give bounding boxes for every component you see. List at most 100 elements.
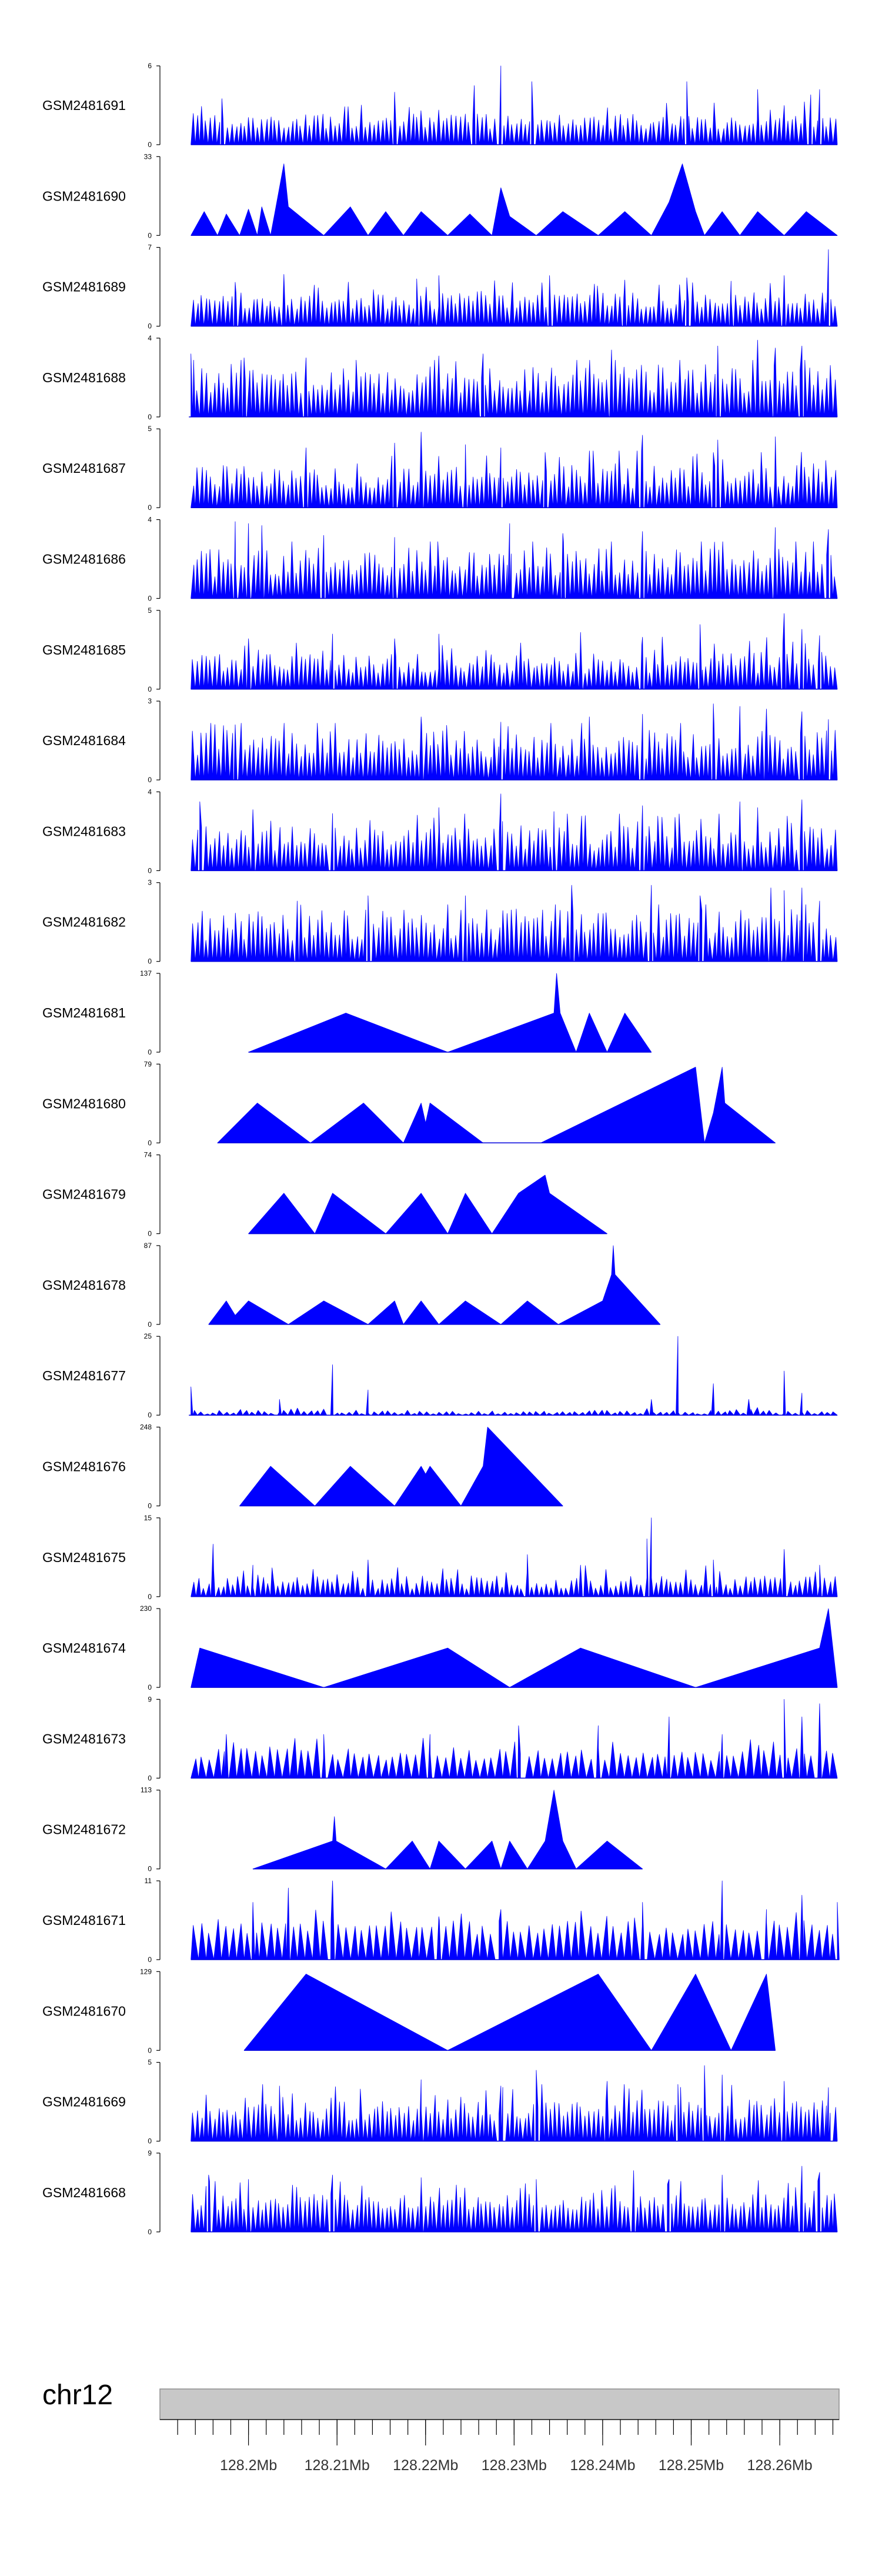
y-tick-min: 0 — [148, 1865, 152, 1873]
y-tick-min: 0 — [148, 1139, 152, 1147]
track: GSM2481691 6 0 — [42, 62, 838, 149]
y-tick-min: 0 — [148, 503, 152, 512]
y-tick-max: 9 — [148, 1695, 152, 1703]
y-tick-max: 87 — [144, 1242, 152, 1250]
track-label: GSM2481685 — [42, 642, 126, 658]
track: GSM2481672 113 0 — [42, 1786, 643, 1873]
y-tick-max: 3 — [148, 879, 152, 887]
track-label: GSM2481687 — [42, 461, 126, 476]
coverage-area — [191, 1699, 838, 1778]
track: GSM2481668 9 0 — [42, 2149, 838, 2236]
y-tick-min: 0 — [148, 1320, 152, 1329]
track-label: GSM2481686 — [42, 552, 126, 567]
y-tick-max: 129 — [140, 1967, 152, 1976]
x-tick-label: 128.2Mb — [220, 2457, 277, 2474]
coverage-area — [208, 1245, 661, 1325]
x-tick-label: 128.26Mb — [747, 2457, 813, 2474]
y-tick-min: 0 — [148, 2137, 152, 2145]
coverage-area — [189, 1336, 838, 1416]
track: GSM2481677 25 0 — [42, 1332, 838, 1419]
y-tick-min: 0 — [148, 1956, 152, 1964]
y-tick-max: 4 — [148, 334, 152, 342]
y-tick-max: 3 — [148, 697, 152, 705]
y-tick-max: 6 — [148, 62, 152, 70]
track: GSM2481684 3 0 — [42, 697, 838, 784]
y-tick-max: 4 — [148, 516, 152, 524]
track-label: GSM2481674 — [42, 1640, 126, 1656]
y-tick-max: 33 — [144, 152, 152, 161]
y-tick-max: 15 — [144, 1514, 152, 1522]
coverage-area — [191, 65, 838, 145]
y-tick-max: 7 — [148, 243, 152, 252]
track: GSM2481685 5 0 — [42, 606, 838, 693]
track: GSM2481669 5 0 — [42, 2058, 838, 2145]
y-tick-max: 79 — [144, 1060, 152, 1068]
coverage-area — [191, 163, 838, 236]
track: GSM2481678 87 0 — [42, 1242, 661, 1329]
y-tick-min: 0 — [148, 2228, 152, 2236]
track-label: GSM2481691 — [42, 98, 126, 113]
coverage-area — [189, 339, 838, 418]
coverage-area — [191, 2165, 838, 2233]
x-tick-label: 128.22Mb — [393, 2457, 458, 2474]
track: GSM2481687 5 0 — [42, 425, 838, 512]
coverage-area — [191, 1517, 838, 1597]
track: GSM2481680 79 0 — [42, 1060, 776, 1147]
x-tick-label: 128.23Mb — [482, 2457, 547, 2474]
y-tick-min: 0 — [148, 685, 152, 693]
y-tick-min: 0 — [148, 1411, 152, 1419]
coverage-area — [252, 1790, 643, 1870]
track-label: GSM2481688 — [42, 370, 126, 385]
track-label: GSM2481684 — [42, 733, 126, 748]
coverage-area — [248, 1174, 607, 1234]
y-tick-max: 113 — [141, 1786, 152, 1794]
coverage-area — [239, 1427, 563, 1506]
y-tick-min: 0 — [148, 231, 152, 239]
y-tick-max: 230 — [140, 1604, 152, 1613]
track-label: GSM2481676 — [42, 1459, 126, 1474]
track: GSM2481681 137 0 — [42, 969, 652, 1056]
coverage-area — [191, 885, 838, 962]
track-label: GSM2481669 — [42, 2094, 126, 2110]
track-label: GSM2481678 — [42, 1277, 126, 1293]
track-label: GSM2481680 — [42, 1096, 126, 1111]
track-label: GSM2481681 — [42, 1005, 126, 1020]
y-tick-max: 5 — [148, 606, 152, 615]
y-tick-min: 0 — [148, 1502, 152, 1510]
track: GSM2481683 4 0 — [42, 788, 838, 875]
coverage-area — [191, 2065, 838, 2141]
track-label: GSM2481682 — [42, 915, 126, 930]
track: GSM2481674 230 0 — [42, 1604, 838, 1691]
track-label: GSM2481670 — [42, 2003, 126, 2018]
y-tick-max: 74 — [144, 1151, 152, 1159]
track: GSM2481686 4 0 — [42, 516, 838, 603]
y-tick-min: 0 — [148, 1048, 152, 1056]
y-tick-max: 248 — [140, 1423, 152, 1432]
y-tick-max: 4 — [148, 788, 152, 796]
track-label: GSM2481683 — [42, 823, 126, 839]
y-tick-min: 0 — [148, 957, 152, 966]
track-label: GSM2481671 — [42, 1913, 126, 1928]
track-label: GSM2481677 — [42, 1368, 126, 1383]
x-tick-label: 128.21Mb — [305, 2457, 370, 2474]
track-label: GSM2481690 — [42, 188, 126, 203]
track: GSM2481690 33 0 — [42, 152, 838, 239]
track: GSM2481689 7 0 — [42, 243, 838, 331]
y-tick-min: 0 — [148, 595, 152, 603]
track: GSM2481670 129 0 — [42, 1967, 776, 2054]
track-label: GSM2481675 — [42, 1550, 126, 1565]
y-tick-min: 0 — [148, 1774, 152, 1782]
coverage-area — [191, 249, 838, 326]
coverage-area — [191, 521, 838, 599]
track: GSM2481675 15 0 — [42, 1514, 838, 1601]
y-tick-min: 0 — [148, 2046, 152, 2054]
y-tick-min: 0 — [148, 141, 152, 149]
y-tick-min: 0 — [148, 322, 152, 331]
coverage-area — [191, 1880, 840, 1960]
track-label: GSM2481689 — [42, 279, 126, 295]
track: GSM2481682 3 0 — [42, 879, 838, 966]
track-label: GSM2481668 — [42, 2185, 126, 2200]
coverage-area — [248, 973, 652, 1053]
y-tick-min: 0 — [148, 1593, 152, 1601]
